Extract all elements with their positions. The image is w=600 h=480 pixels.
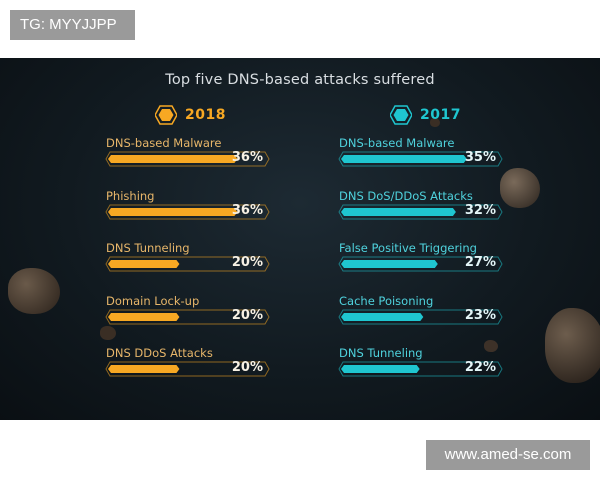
value-label: 20%: [231, 255, 263, 270]
bar-track: [105, 204, 270, 219]
hexagon-icon: [390, 105, 412, 125]
bar: [108, 207, 238, 216]
value-label: 35%: [464, 150, 496, 165]
value-label: 27%: [464, 255, 496, 270]
bar: [341, 365, 420, 373]
value-label: 20%: [231, 307, 263, 323]
category-label: DNS-based Malware: [339, 136, 455, 150]
chart-title: Top five DNS-based attacks suffered: [165, 72, 435, 88]
bar-outline: [105, 204, 270, 219]
legend-2018: 2018: [155, 105, 226, 125]
asteroid-decoration: [100, 326, 116, 340]
watermark-bottom: www.amed-se.com: [426, 440, 590, 470]
watermark-top: TG: MYYJJPP: [10, 10, 135, 40]
bar-outline: [338, 309, 503, 324]
asteroid-decoration: [545, 308, 600, 383]
legend-2017: 2017: [390, 105, 461, 125]
bar-outline: [338, 151, 503, 167]
category-label: Phishing: [106, 188, 155, 203]
legend-label-2018: 2018: [185, 107, 226, 123]
bar-track: [338, 256, 503, 272]
bar-outline: [105, 151, 270, 167]
value-label: 23%: [464, 307, 496, 323]
bar-outline: [105, 309, 270, 324]
asteroid-decoration: [484, 340, 498, 352]
asteroid-decoration: [500, 168, 540, 208]
bar: [341, 155, 467, 163]
bar: [108, 260, 180, 268]
value-label: 36%: [231, 150, 263, 165]
bar: [341, 260, 438, 268]
value-label: 20%: [231, 360, 263, 375]
category-label: DNS-based Malware: [106, 136, 222, 150]
bar-track: [338, 151, 503, 167]
category-label: DNS DDoS Attacks: [106, 346, 213, 360]
asteroid-decoration: [430, 118, 440, 127]
category-label: DNS Tunneling: [106, 241, 190, 255]
value-label: 32%: [464, 202, 496, 218]
bar: [341, 207, 456, 216]
category-label: DNS DoS/DDoS Attacks: [339, 188, 473, 203]
bar: [108, 155, 238, 163]
bar: [108, 365, 180, 373]
bar-outline: [338, 256, 503, 272]
bar: [341, 312, 424, 321]
bar-track: [338, 309, 503, 324]
bar-track: [338, 204, 503, 219]
value-label: 36%: [231, 202, 263, 218]
bar-outline: [338, 361, 503, 377]
asteroid-decoration: [8, 268, 60, 314]
bar-outline: [105, 256, 270, 272]
bar-outline: [105, 361, 270, 377]
bar-track: [105, 309, 270, 324]
category-label: DNS Tunneling: [339, 346, 423, 360]
bar: [108, 312, 180, 321]
bar-track: [105, 256, 270, 272]
bar-track: [105, 361, 270, 377]
bar-outline: [338, 204, 503, 219]
hexagon-icon: [155, 105, 177, 125]
category-label: Domain Lock-up: [106, 293, 200, 308]
legend-label-2017: 2017: [420, 107, 461, 123]
value-label: 22%: [464, 360, 496, 375]
category-label: Cache Poisoning: [339, 293, 434, 308]
chart-panel: Top five DNS-based attacks suffered 2018…: [0, 58, 600, 420]
bar-track: [105, 151, 270, 167]
bar-track: [338, 361, 503, 377]
category-label: False Positive Triggering: [339, 241, 477, 255]
